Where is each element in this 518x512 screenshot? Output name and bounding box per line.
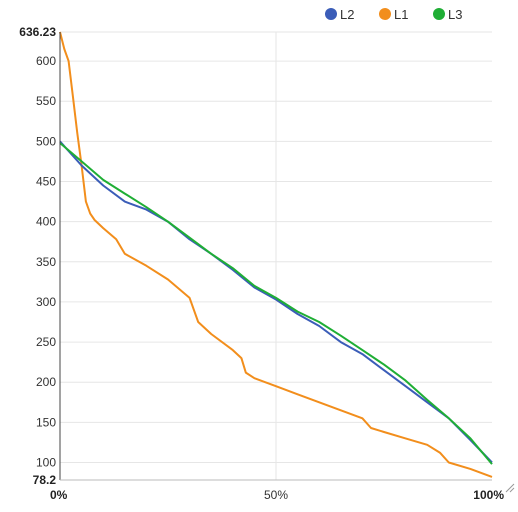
x-tick-label: 50% xyxy=(264,488,288,502)
y-tick-label: 250 xyxy=(36,335,56,349)
resize-handle-icon[interactable] xyxy=(506,484,514,492)
y-tick-label: 550 xyxy=(36,94,56,108)
legend-label: L3 xyxy=(448,7,462,22)
y-min-label: 78.2 xyxy=(33,473,57,487)
y-max-label: 636.23 xyxy=(19,25,56,39)
legend-marker-icon xyxy=(433,8,445,20)
legend-label: L2 xyxy=(340,7,354,22)
legend-item-l2[interactable]: L2 xyxy=(325,7,354,22)
legend-label: L1 xyxy=(394,7,408,22)
y-tick-label: 200 xyxy=(36,375,56,389)
y-tick-label: 600 xyxy=(36,54,56,68)
y-tick-label: 150 xyxy=(36,415,56,429)
y-tick-label: 100 xyxy=(36,455,56,469)
y-tick-label: 400 xyxy=(36,215,56,229)
x-tick-label: 100% xyxy=(473,488,504,502)
y-tick-label: 450 xyxy=(36,175,56,189)
legend-marker-icon xyxy=(379,8,391,20)
legend-marker-icon xyxy=(325,8,337,20)
axes: 100 150 200 250 300 350 400 450 500 550 600 636.23 7… xyxy=(19,25,504,502)
y-tick-label: 350 xyxy=(36,255,56,269)
legend-item-l3[interactable]: L3 xyxy=(433,7,462,22)
grid xyxy=(60,32,492,480)
y-tick-label: 500 xyxy=(36,134,56,148)
x-tick-label: 0% xyxy=(50,488,68,502)
legend-item-l1[interactable]: L1 xyxy=(379,7,408,22)
y-tick-label: 300 xyxy=(36,295,56,309)
legend[interactable]: L2 L1 L3 xyxy=(325,7,462,22)
